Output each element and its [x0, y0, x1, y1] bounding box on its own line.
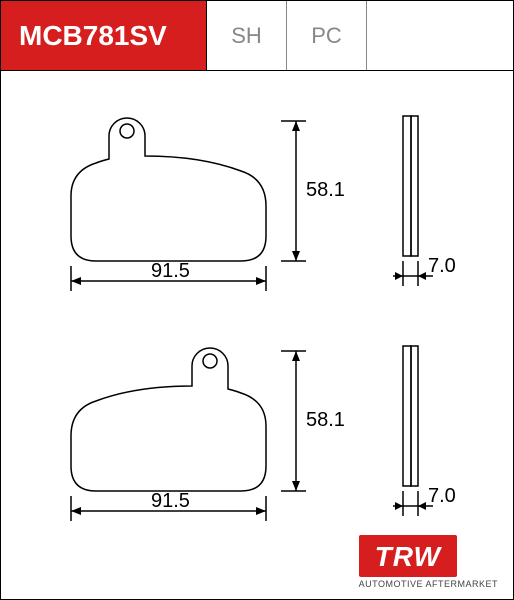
brake-pad-1: 91.5: [51, 101, 281, 301]
header-spacer: [367, 1, 513, 70]
diagram-area: 91.5 58.1 7.0: [1, 71, 513, 531]
pad2-width-label: 91.5: [151, 490, 190, 512]
pad1-width-label: 91.5: [151, 260, 190, 282]
svg-text:58.1: 58.1: [306, 409, 345, 431]
pad2-side-view: 7.0: [393, 326, 473, 531]
brand-subtitle: AUTOMOTIVE AFTERMARKET: [359, 579, 498, 589]
svg-text:7.0: 7.0: [428, 255, 456, 277]
header-row: MCB781SV SH PC: [1, 1, 513, 71]
brand-name: TRW: [359, 535, 457, 577]
pad-row-2: 91.5 58.1 7.0: [51, 321, 473, 531]
product-code: MCB781SV: [19, 20, 167, 52]
variant-pc: PC: [287, 1, 367, 70]
variant-sh: SH: [207, 1, 287, 70]
brand-logo: TRW AUTOMOTIVE AFTERMARKET: [359, 535, 498, 589]
pad2-height-dim: 58.1: [281, 331, 348, 531]
svg-text:58.1: 58.1: [306, 179, 345, 201]
pad1-height-dim: 58.1: [281, 101, 348, 301]
brake-pad-2: 91.5: [51, 331, 281, 531]
pad1-side-view: 7.0: [393, 96, 473, 301]
svg-text:7.0: 7.0: [428, 485, 456, 507]
product-code-cell: MCB781SV: [1, 1, 207, 70]
pad-row-1: 91.5 58.1 7.0: [51, 91, 473, 301]
